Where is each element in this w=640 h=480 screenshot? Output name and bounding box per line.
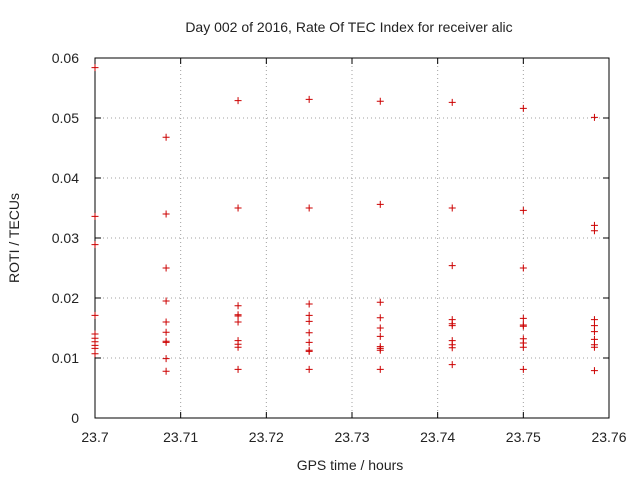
data-point <box>519 343 527 351</box>
data-point <box>305 311 313 319</box>
data-point <box>590 322 598 330</box>
data-point <box>162 355 170 363</box>
y-tick-label: 0.05 <box>52 110 79 126</box>
data-point <box>162 133 170 141</box>
data-point <box>162 367 170 375</box>
data-point <box>590 227 598 235</box>
data-point <box>448 322 456 330</box>
x-tick-label: 23.75 <box>506 429 541 445</box>
data-point <box>162 318 170 326</box>
y-tick-label: 0.04 <box>52 170 79 186</box>
data-point <box>448 98 456 106</box>
data-point <box>162 328 170 336</box>
data-point <box>305 204 313 212</box>
data-point <box>234 318 242 326</box>
grid-layer <box>95 58 609 418</box>
x-axis: 23.7 23.71 23.72 23.73 23.74 23.75 23.76 <box>81 58 627 445</box>
x-axis-label: GPS time / hours <box>297 457 404 473</box>
data-point <box>519 322 527 330</box>
data-point <box>376 324 384 332</box>
data-point <box>91 64 99 72</box>
data-point <box>162 210 170 218</box>
data-point <box>448 262 456 270</box>
data-point <box>519 104 527 112</box>
data-point <box>590 113 598 121</box>
y-tick-label: 0.03 <box>52 230 79 246</box>
data-point <box>305 347 313 355</box>
data-point <box>234 312 242 320</box>
data-point <box>305 317 313 325</box>
data-point <box>448 204 456 212</box>
data-point <box>91 241 99 249</box>
data-point <box>519 264 527 272</box>
data-point <box>519 365 527 373</box>
data-point <box>91 350 99 358</box>
data-point <box>376 346 384 354</box>
data-point <box>376 314 384 322</box>
data-point <box>376 298 384 306</box>
data-point <box>162 297 170 305</box>
data-point <box>234 204 242 212</box>
data-point <box>234 365 242 373</box>
data-point <box>91 212 99 220</box>
y-tick-label: 0.06 <box>52 50 79 66</box>
x-tick-label: 23.76 <box>591 429 626 445</box>
x-tick-label: 23.73 <box>334 429 369 445</box>
data-point <box>305 365 313 373</box>
y-axis-label: ROTI / TECUs <box>6 193 22 283</box>
data-point <box>162 264 170 272</box>
y-tick-label: 0.01 <box>52 350 79 366</box>
x-tick-label: 23.7 <box>81 429 108 445</box>
data-point <box>376 97 384 105</box>
y-tick-label: 0.02 <box>52 290 79 306</box>
data-point <box>376 365 384 373</box>
data-point <box>590 367 598 375</box>
x-tick-label: 23.71 <box>163 429 198 445</box>
data-point <box>448 344 456 352</box>
data-point <box>305 95 313 103</box>
data-point <box>519 314 527 322</box>
x-tick-label: 23.72 <box>249 429 284 445</box>
data-point <box>234 97 242 105</box>
data-point <box>376 200 384 208</box>
data-point <box>376 332 384 340</box>
data-point <box>234 302 242 310</box>
data-point <box>590 316 598 324</box>
data-point <box>519 206 527 214</box>
chart-title: Day 002 of 2016, Rate Of TEC Index for r… <box>185 19 512 35</box>
data-point <box>590 328 598 336</box>
data-point <box>305 300 313 308</box>
x-tick-label: 23.74 <box>420 429 455 445</box>
data-point <box>91 311 99 319</box>
y-tick-label: 0 <box>71 410 79 426</box>
data-point <box>234 343 242 351</box>
data-point <box>162 338 170 346</box>
data-point <box>590 343 598 351</box>
y-axis: 0 0.01 0.02 0.03 0.04 0.05 0.06 <box>52 50 609 426</box>
data-point <box>448 361 456 369</box>
data-points <box>91 64 598 375</box>
data-point <box>305 329 313 337</box>
data-point <box>305 338 313 346</box>
